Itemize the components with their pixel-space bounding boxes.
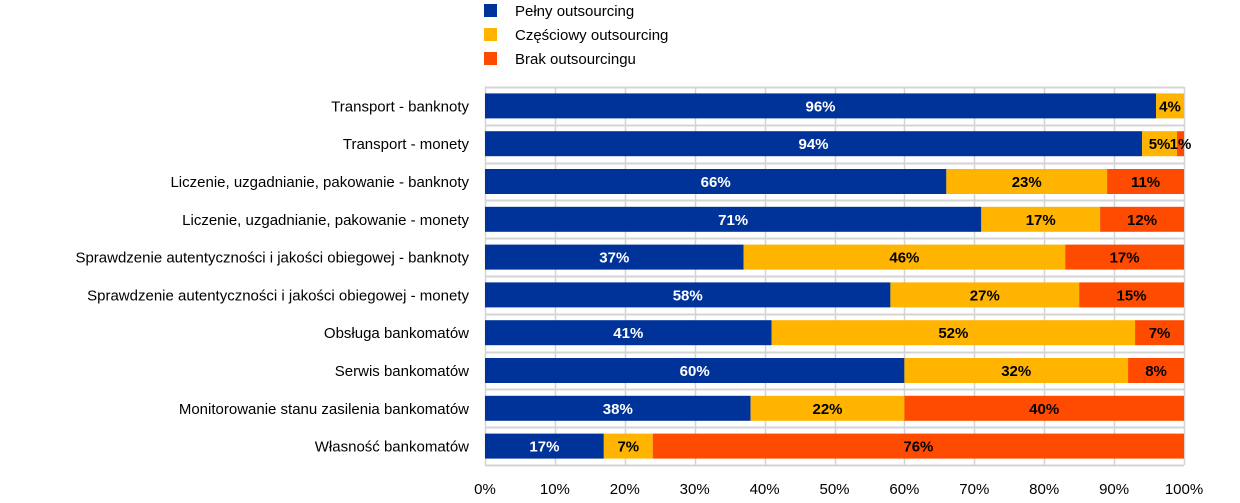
bar-segment bbox=[743, 244, 1066, 270]
bar-segment bbox=[485, 395, 751, 421]
x-tick-label: 100% bbox=[1165, 481, 1203, 498]
bar-segment bbox=[485, 358, 905, 383]
data-label: 23% bbox=[1012, 174, 1042, 191]
category-label: Serwis bankomatów bbox=[335, 363, 469, 380]
bar-segment bbox=[485, 93, 1157, 119]
data-label: 76% bbox=[903, 439, 933, 456]
legend-swatch bbox=[484, 28, 497, 41]
x-tick-label: 70% bbox=[959, 481, 989, 498]
category-label: Monitorowanie stanu zasilenia bankomatów bbox=[179, 401, 469, 418]
data-label: 52% bbox=[938, 325, 968, 342]
bar-segment bbox=[904, 358, 1129, 383]
data-label: 71% bbox=[718, 212, 748, 229]
legend-swatch bbox=[484, 52, 497, 65]
data-label: 11% bbox=[1131, 174, 1160, 191]
bar-segment bbox=[1100, 206, 1184, 232]
bar-segment bbox=[890, 282, 1080, 308]
bar-segment bbox=[1142, 131, 1178, 157]
data-labels: 96% 4% 94% 5% 1% 66% 23% 11% 71% 17% 12% 37% 46% 17% 5… bbox=[529, 98, 1191, 455]
bar-segment bbox=[485, 244, 744, 270]
data-label: 37% bbox=[599, 250, 629, 267]
category-label: Obsługa bankomatów bbox=[324, 325, 469, 342]
category-labels: Transport - banknoty Transport - monety Li… bbox=[75, 98, 469, 455]
data-label: 46% bbox=[889, 250, 919, 267]
bar-segment bbox=[485, 206, 982, 232]
bar-segment bbox=[485, 169, 947, 194]
x-tick-label: 50% bbox=[819, 481, 849, 498]
data-label: 40% bbox=[1029, 401, 1059, 418]
legend-label: Częściowy outsourcing bbox=[515, 27, 668, 44]
x-tick-label: 90% bbox=[1099, 481, 1129, 498]
x-tick-label: 30% bbox=[680, 481, 710, 498]
data-label: 32% bbox=[1001, 363, 1031, 380]
x-tick-label: 10% bbox=[540, 481, 570, 498]
bar-segment bbox=[981, 206, 1101, 232]
category-label: Liczenie, uzgadnianie, pakowanie - bankn… bbox=[170, 174, 469, 191]
bar-segment bbox=[485, 320, 772, 346]
x-tick-label: 80% bbox=[1029, 481, 1059, 498]
bars bbox=[485, 93, 1184, 459]
data-label: 8% bbox=[1145, 363, 1167, 380]
data-label: 4% bbox=[1159, 98, 1181, 115]
x-tick-label: 20% bbox=[610, 481, 640, 498]
data-label: 1% bbox=[1170, 136, 1192, 153]
bar-segment bbox=[485, 282, 891, 308]
x-axis-ticks: 0% 10% 20% 30% 40% 50% 60% 70% 80% 90% 100% bbox=[474, 481, 1203, 498]
data-label: 15% bbox=[1117, 287, 1147, 304]
data-label: 7% bbox=[617, 439, 639, 456]
bar-segment bbox=[1128, 358, 1184, 383]
bar-segment bbox=[1079, 282, 1184, 308]
category-label: Sprawdzenie autentyczności i jakości obi… bbox=[75, 250, 469, 267]
bar-segment bbox=[771, 320, 1136, 346]
bar-segment bbox=[1065, 244, 1184, 270]
bar-segment bbox=[485, 131, 1143, 157]
data-label: 7% bbox=[1149, 325, 1171, 342]
category-label: Własność bankomatów bbox=[315, 439, 469, 456]
category-label: Sprawdzenie autentyczności i jakości obi… bbox=[87, 287, 469, 304]
data-label: 94% bbox=[799, 136, 829, 153]
legend: Pełny outsourcing Częściowy outsourcing Br… bbox=[484, 3, 668, 68]
data-label: 38% bbox=[603, 401, 633, 418]
data-label: 58% bbox=[673, 287, 703, 304]
data-label: 96% bbox=[806, 98, 836, 115]
bar-segment bbox=[750, 395, 905, 421]
data-label: 22% bbox=[812, 401, 842, 418]
data-label: 60% bbox=[680, 363, 710, 380]
bar-segment bbox=[485, 433, 604, 459]
x-tick-label: 40% bbox=[750, 481, 780, 498]
data-label: 17% bbox=[1026, 212, 1056, 229]
data-label: 17% bbox=[1110, 250, 1140, 267]
bar-segment bbox=[946, 169, 1108, 194]
category-label: Transport - banknoty bbox=[331, 98, 469, 115]
bar-segment bbox=[652, 433, 1184, 459]
legend-swatch bbox=[484, 4, 497, 17]
data-label: 5% bbox=[1149, 136, 1171, 153]
bar-segment bbox=[1107, 169, 1184, 194]
x-tick-label: 60% bbox=[889, 481, 919, 498]
data-label: 27% bbox=[970, 287, 1000, 304]
bar-segment bbox=[904, 395, 1184, 421]
data-label: 41% bbox=[613, 325, 643, 342]
legend-label: Pełny outsourcing bbox=[515, 3, 634, 20]
bar-segment bbox=[1177, 131, 1184, 157]
legend-label: Brak outsourcingu bbox=[515, 51, 636, 68]
data-label: 17% bbox=[529, 439, 559, 456]
bar-segment bbox=[1156, 93, 1184, 119]
category-label: Liczenie, uzgadnianie, pakowanie - monet… bbox=[182, 212, 469, 229]
data-label: 12% bbox=[1127, 212, 1157, 229]
x-tick-label: 0% bbox=[474, 481, 496, 498]
category-label: Transport - monety bbox=[343, 136, 470, 153]
bar-segment bbox=[1135, 320, 1184, 346]
data-label: 66% bbox=[701, 174, 731, 191]
bar-segment bbox=[603, 433, 653, 459]
